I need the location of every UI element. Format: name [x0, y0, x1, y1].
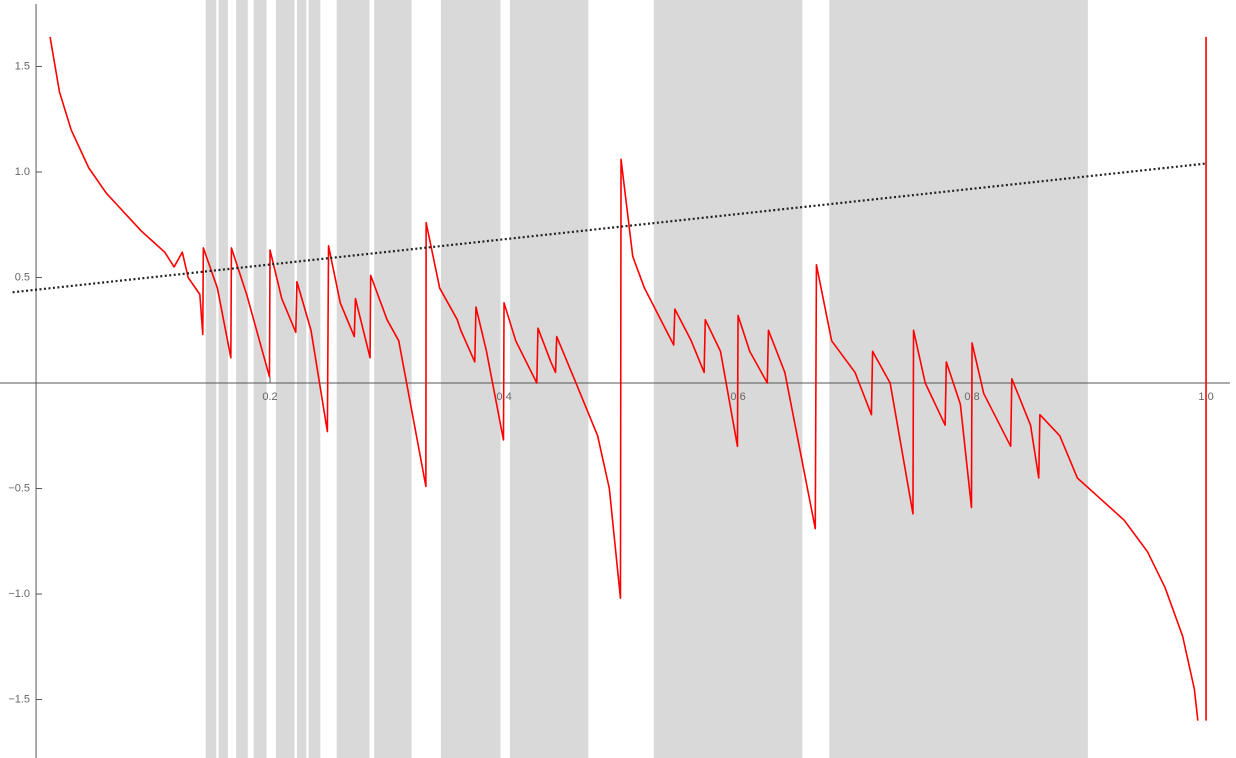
shaded-band	[296, 0, 307, 758]
shaded-band	[440, 0, 501, 758]
shaded-band	[275, 0, 295, 758]
y-tick-label: −0.5	[8, 482, 30, 494]
data-line	[49, 36, 1207, 721]
shaded-band	[308, 0, 321, 758]
shaded-band	[205, 0, 217, 758]
shaded-band	[236, 0, 248, 758]
shaded-band	[829, 0, 1088, 758]
y-tick-label: −1.0	[8, 588, 30, 600]
shaded-band	[253, 0, 267, 758]
shaded-band	[218, 0, 228, 758]
y-tick-label: 0.5	[15, 271, 30, 283]
shaded-band	[653, 0, 803, 758]
y-tick-label: −1.5	[8, 693, 30, 705]
y-tick-label: 1.0	[15, 166, 30, 178]
shaded-band	[509, 0, 589, 758]
dotted-line	[12, 162, 1207, 294]
shaded-band	[336, 0, 370, 758]
x-tick-label: 0.2	[262, 391, 277, 403]
y-tick-label: 1.5	[15, 60, 30, 72]
